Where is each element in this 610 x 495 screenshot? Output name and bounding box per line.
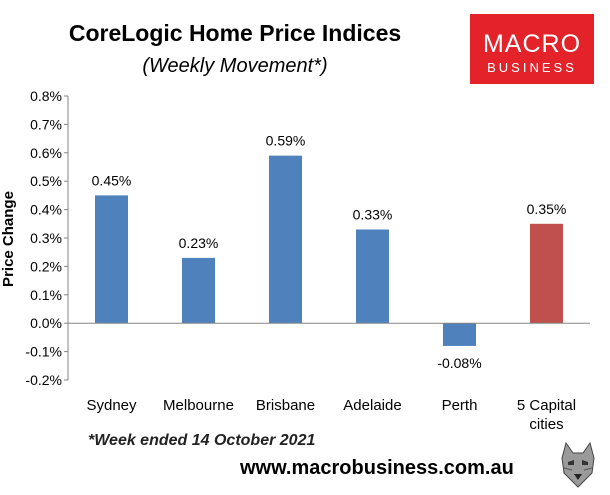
data-label: 0.23% [179, 235, 219, 251]
bar [530, 223, 563, 324]
data-label: 0.35% [527, 201, 567, 217]
y-tick-label: 0.6% [30, 145, 62, 161]
y-tick-label: 0.5% [30, 173, 62, 189]
y-tick-label: 0.3% [30, 230, 62, 246]
chart-title: CoreLogic Home Price Indices [68, 20, 402, 46]
data-label: 0.59% [266, 133, 306, 149]
category-label: Sydney [86, 397, 137, 414]
data-label: 0.33% [353, 206, 393, 222]
footnote: *Week ended 14 October 2021 [88, 432, 316, 449]
y-tick-label: 0.1% [30, 287, 62, 303]
website-url[interactable]: www.macrobusiness.com.au [240, 457, 514, 479]
y-tick-label: -0.1% [25, 344, 62, 360]
bars-group [95, 155, 563, 346]
category-label: Perth [442, 397, 478, 414]
bar [269, 155, 302, 324]
category-label: Brisbane [256, 397, 315, 414]
data-label: 0.45% [92, 172, 132, 188]
wolf-mascot-icon [556, 440, 600, 490]
y-axis-ticks: 0.8% 0.7% 0.6% 0.5% 0.4% 0.3% 0.2% 0.1% 0.0% -0.1… [25, 88, 68, 388]
y-tick-label: 0.8% [30, 88, 62, 104]
category-label: Adelaide [343, 397, 401, 414]
y-axis-title: Price Change [0, 191, 17, 287]
logo-text-line2: BUSINESS [487, 60, 577, 75]
y-tick-label: 0.0% [30, 315, 62, 331]
bar [443, 323, 476, 346]
data-label: -0.08% [437, 355, 481, 371]
y-tick-label: 0.2% [30, 258, 62, 274]
y-tick-label: -0.2% [25, 372, 62, 388]
macrobusiness-logo: MACRO BUSINESS [470, 14, 594, 84]
category-labels-group: Sydney Melbourne Brisbane Adelaide Perth 5 Ca… [86, 397, 576, 433]
logo-text-line1: MACRO [482, 30, 582, 58]
bar [356, 229, 389, 324]
chart-subtitle: (Weekly Movement*) [142, 55, 328, 77]
category-label: 5 Capital cities [517, 397, 576, 433]
category-label: Melbourne [163, 397, 234, 414]
data-labels-group: 0.45% 0.23% 0.59% 0.33% -0.08% 0.35% [92, 133, 567, 371]
y-tick-label: 0.7% [30, 116, 62, 132]
y-tick-label: 0.4% [30, 202, 62, 218]
bar [182, 257, 215, 324]
bar [95, 195, 128, 324]
